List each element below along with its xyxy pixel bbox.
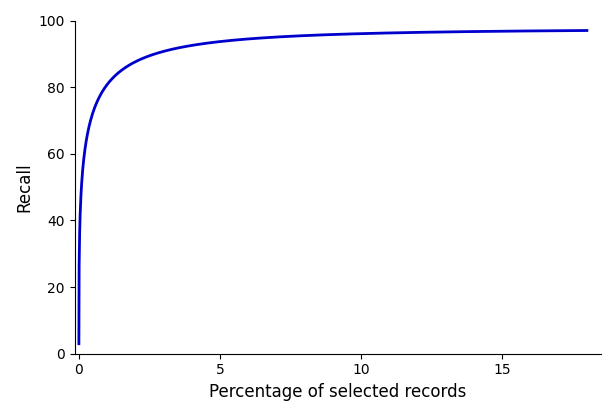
Y-axis label: Recall: Recall [15,162,33,212]
X-axis label: Percentage of selected records: Percentage of selected records [209,383,466,401]
